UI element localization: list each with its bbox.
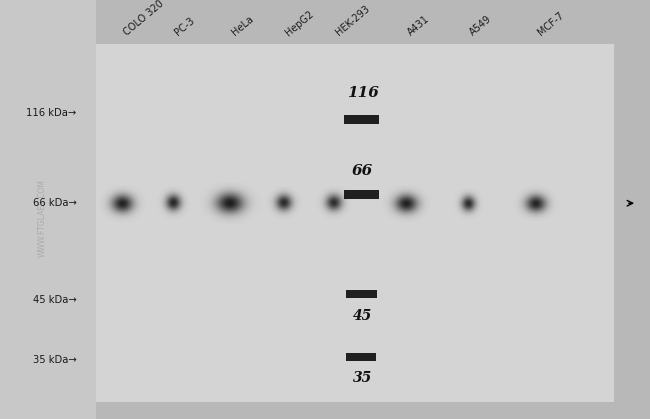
Bar bbox=[96, 44, 614, 402]
Bar bbox=[0, 0, 96, 419]
Bar bbox=[346, 290, 377, 298]
Text: MCF-7: MCF-7 bbox=[536, 10, 566, 38]
Text: 45: 45 bbox=[353, 309, 372, 323]
Bar bbox=[344, 115, 379, 124]
Bar bbox=[614, 0, 650, 419]
Text: PC-3: PC-3 bbox=[173, 16, 196, 38]
Bar bbox=[344, 190, 379, 199]
Text: 35: 35 bbox=[353, 371, 372, 385]
Text: 66: 66 bbox=[352, 163, 373, 178]
Bar bbox=[346, 353, 376, 361]
Text: A431: A431 bbox=[406, 14, 432, 38]
Text: HepG2: HepG2 bbox=[284, 9, 316, 38]
Text: HEK-293: HEK-293 bbox=[333, 4, 371, 38]
Text: 66 kDa→: 66 kDa→ bbox=[32, 198, 77, 208]
Text: COLO 320: COLO 320 bbox=[122, 0, 166, 38]
Text: 35 kDa→: 35 kDa→ bbox=[33, 355, 77, 365]
Text: HeLa: HeLa bbox=[230, 14, 255, 38]
Text: A549: A549 bbox=[468, 14, 494, 38]
Text: 45 kDa→: 45 kDa→ bbox=[33, 295, 77, 305]
Text: 116: 116 bbox=[347, 86, 379, 101]
Text: 116 kDa→: 116 kDa→ bbox=[27, 108, 77, 118]
Text: WWW.FTGLAES.COM: WWW.FTGLAES.COM bbox=[38, 179, 47, 257]
